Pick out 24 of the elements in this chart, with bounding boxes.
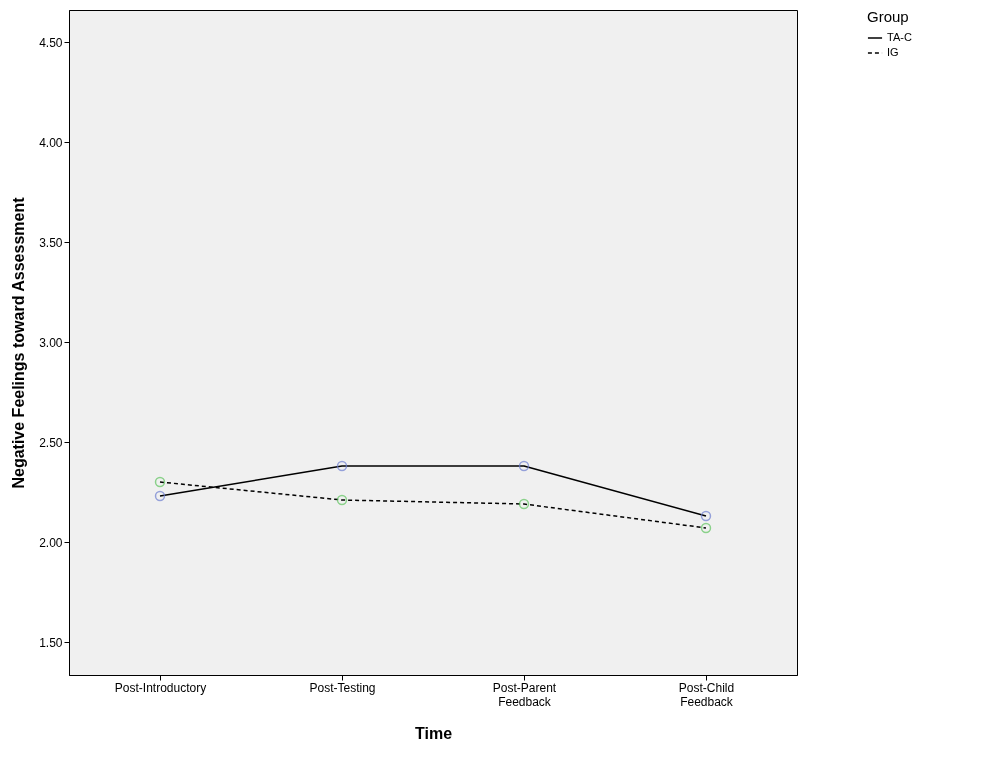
x-tick-label: Post-Testing — [309, 680, 376, 695]
x-tick-label: Post-Introductory — [114, 680, 207, 695]
y-tick-label: 3.50 — [39, 235, 63, 250]
legend-label: IG — [887, 46, 899, 58]
y-tick-label: 2.00 — [39, 535, 63, 550]
x-tick-label: Post-Child Feedback — [678, 680, 735, 709]
point — [518, 460, 530, 472]
legend-label: TA-C — [887, 31, 912, 43]
point — [700, 522, 712, 534]
point — [336, 494, 348, 506]
legend-title: Group — [867, 8, 909, 25]
point — [154, 490, 166, 502]
point — [518, 498, 530, 510]
y-axis-title: Negative Feelings toward Assessment — [10, 196, 28, 489]
point — [700, 510, 712, 522]
x-axis-title: Time — [414, 724, 453, 742]
y-tick-label: 4.00 — [39, 135, 63, 150]
y-tick-label: 3.00 — [39, 335, 63, 350]
point — [336, 460, 348, 472]
y-tick-label: 2.50 — [39, 435, 63, 450]
x-tick-label: Post-Parent Feedback — [492, 680, 557, 709]
y-tick-label: 1.50 — [39, 635, 63, 650]
y-tick-label: 4.50 — [39, 35, 63, 50]
point — [154, 476, 166, 488]
